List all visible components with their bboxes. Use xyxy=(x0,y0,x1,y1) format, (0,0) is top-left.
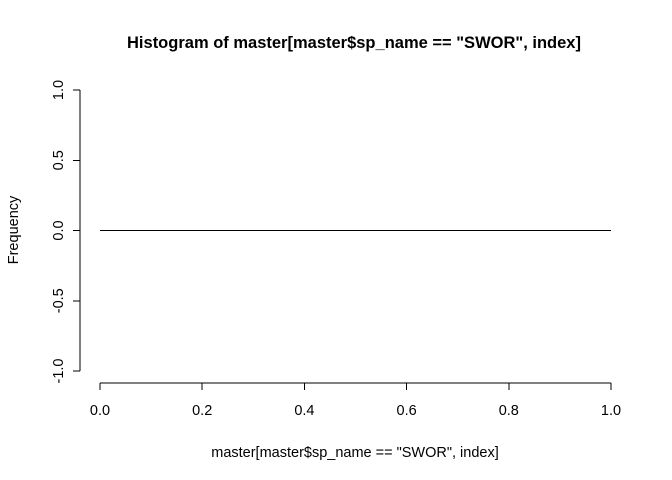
x-tick-label: 1.0 xyxy=(601,403,621,419)
y-axis-label: Frequency xyxy=(6,195,22,264)
y-tick-label: -1.0 xyxy=(51,359,67,384)
x-tick-label: 0.6 xyxy=(397,403,417,419)
y-tick-label: -0.5 xyxy=(51,288,67,313)
x-tick-label: 0.4 xyxy=(294,403,314,419)
x-axis-ticks: 0.0 0.2 0.4 0.6 0.8 1.0 xyxy=(90,383,621,419)
x-tick-label: 0.2 xyxy=(192,403,212,419)
y-tick-label: 0.5 xyxy=(51,150,67,170)
x-tick-label: 0.0 xyxy=(90,403,110,419)
y-tick-label: 1.0 xyxy=(51,80,67,100)
y-axis-ticks: -1.0 -0.5 0.0 0.5 1.0 xyxy=(51,80,80,384)
x-axis-label: master[master$sp_name == "SWOR", index] xyxy=(211,445,499,461)
y-tick-label: 0.0 xyxy=(51,220,67,240)
chart-title: Histogram of master[master$sp_name == "S… xyxy=(127,34,581,52)
x-tick-label: 0.8 xyxy=(499,403,519,419)
